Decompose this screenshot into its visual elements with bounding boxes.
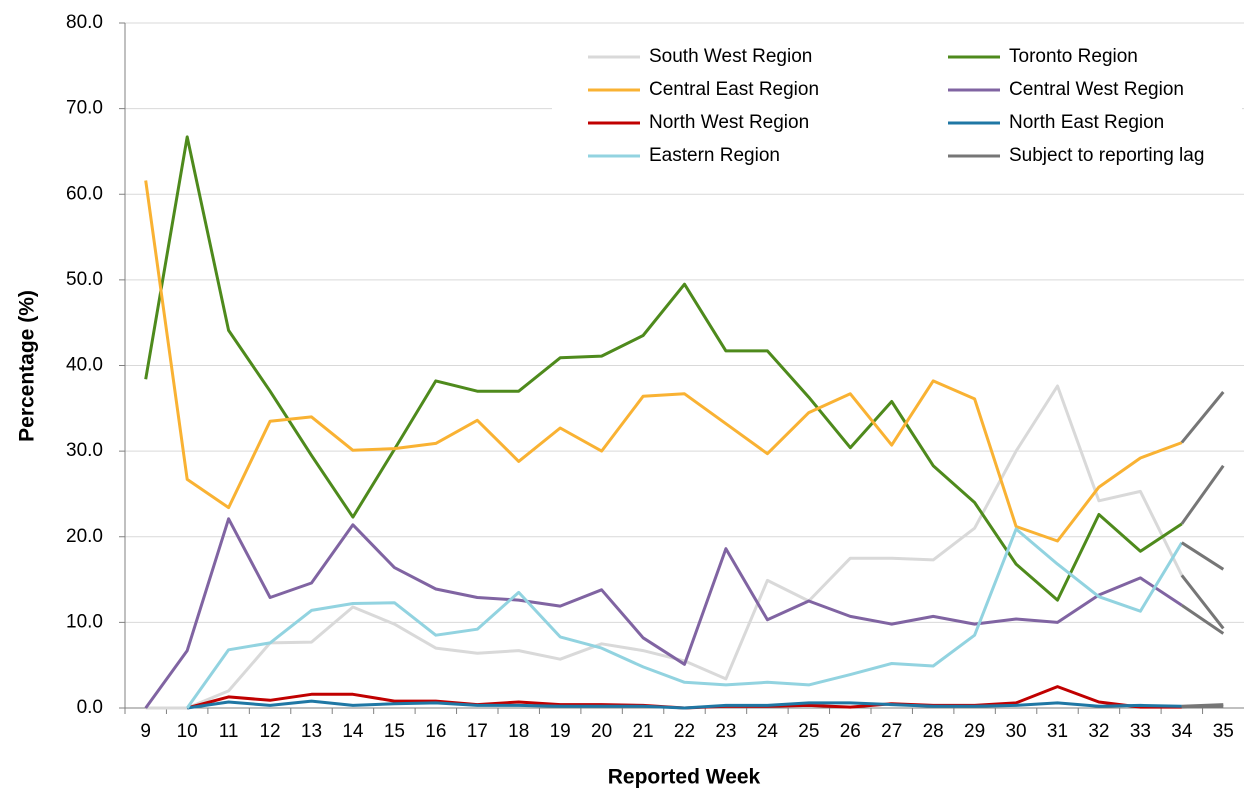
y-tick-label: 0.0 — [77, 697, 103, 718]
x-tick-label: 11 — [219, 721, 239, 742]
line — [144, 517, 1183, 709]
x-tick-label: 24 — [757, 721, 779, 742]
y-axis-title: Percentage (%) — [16, 290, 39, 442]
legend-label: North West Region — [649, 112, 809, 133]
x-tick-label: 26 — [840, 721, 861, 742]
x-tick-label: 22 — [674, 721, 695, 742]
x-tick-label: 18 — [508, 721, 529, 742]
legend-label: Subject to reporting lag — [1009, 145, 1204, 166]
line — [186, 699, 1182, 710]
legend-background — [552, 36, 1242, 176]
x-tick-label: 13 — [301, 721, 322, 742]
lag-line — [1180, 604, 1225, 635]
x-tick-label: 21 — [632, 721, 653, 742]
x-tick-label: 33 — [1130, 721, 1151, 742]
x-tick-label: 16 — [425, 721, 446, 742]
y-tick-label: 20.0 — [66, 526, 103, 547]
legend-label: Toronto Region — [1009, 46, 1138, 67]
legend-label: Central West Region — [1009, 79, 1184, 100]
line — [144, 135, 1183, 602]
x-tick-label: 34 — [1171, 721, 1193, 742]
y-tick-label: 30.0 — [66, 440, 103, 461]
x-tick-label: 25 — [798, 721, 819, 742]
legend-label: North East Region — [1009, 112, 1164, 133]
line — [145, 384, 1184, 710]
x-tick-label: 28 — [923, 721, 944, 742]
lag-line — [1180, 464, 1225, 525]
x-tick-label: 30 — [1005, 721, 1026, 742]
lag-line — [1180, 541, 1225, 571]
y-tick-label: 60.0 — [66, 183, 103, 204]
line — [144, 180, 1183, 543]
y-tick-label: 80.0 — [66, 12, 103, 33]
x-tick-label: 23 — [715, 721, 736, 742]
x-tick-label: 12 — [259, 721, 280, 742]
y-tick-label: 10.0 — [66, 611, 103, 632]
legend-label: Eastern Region — [649, 145, 780, 166]
legend-label: South West Region — [649, 46, 812, 67]
x-tick-label: 19 — [550, 721, 571, 742]
lag-line — [1180, 391, 1225, 444]
x-tick-label: 31 — [1047, 721, 1068, 742]
y-tick-label: 40.0 — [66, 355, 103, 376]
x-tick-label: 9 — [140, 721, 151, 742]
x-tick-label: 14 — [342, 721, 364, 742]
x-tick-label: 17 — [467, 721, 488, 742]
x-tick-label: 35 — [1213, 721, 1234, 742]
x-axis-title: Reported Week — [608, 766, 761, 789]
x-tick-label: 20 — [591, 721, 612, 742]
x-tick-label: 29 — [964, 721, 985, 742]
y-tick-label: 50.0 — [66, 269, 103, 290]
x-tick-label: 15 — [384, 721, 405, 742]
x-tick-label: 32 — [1088, 721, 1109, 742]
x-tick-label: 27 — [881, 721, 902, 742]
lag-line — [1181, 703, 1224, 708]
legend-label: Central East Region — [649, 79, 819, 100]
x-tick-label: 10 — [177, 721, 198, 742]
y-tick-label: 70.0 — [66, 98, 103, 119]
lag-line — [1180, 574, 1225, 630]
line — [185, 527, 1184, 709]
